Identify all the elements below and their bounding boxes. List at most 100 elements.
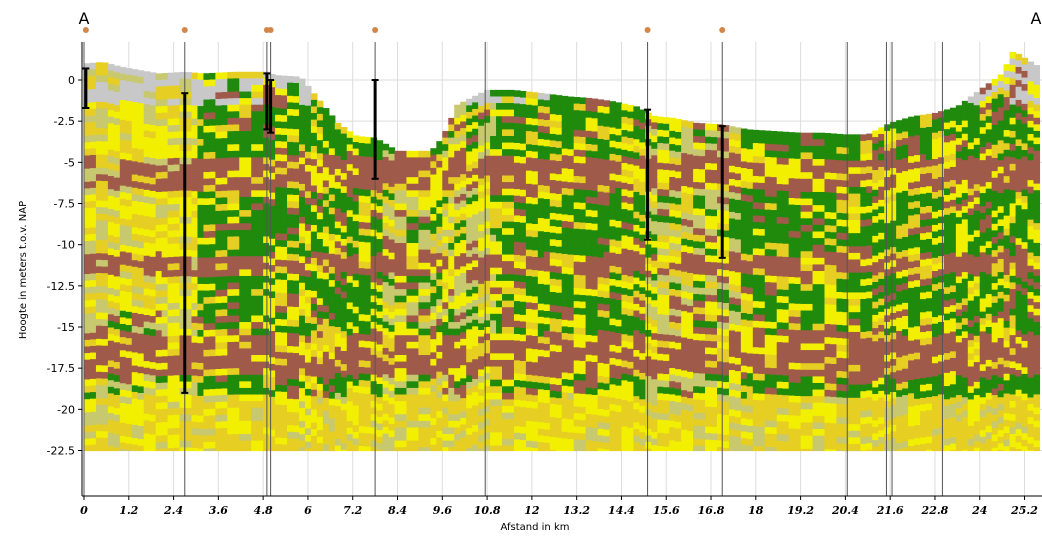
lithology-cell (627, 230, 634, 237)
lithology-cell (257, 368, 264, 375)
lithology-cell (598, 192, 605, 199)
lithology-cell (311, 297, 318, 304)
lithology-cell (209, 336, 216, 343)
lithology-cell (604, 351, 611, 358)
lithology-cell (574, 183, 581, 190)
lithology-cell (395, 421, 402, 428)
lithology-cell (448, 342, 455, 349)
lithology-cell (347, 138, 354, 145)
lithology-cell (275, 214, 282, 221)
lithology-cell (359, 209, 366, 216)
lithology-cell (233, 283, 240, 290)
lithology-cell (544, 107, 551, 114)
lithology-cell (203, 343, 210, 350)
lithology-cell (454, 309, 461, 316)
lithology-cell (526, 92, 533, 99)
lithology-cell (442, 236, 449, 243)
lithology-cell (227, 362, 234, 369)
lithology-cell (239, 381, 246, 388)
lithology-cell (526, 118, 533, 125)
lithology-cell (478, 383, 485, 390)
lithology-cell (621, 295, 628, 302)
lithology-cell (221, 92, 228, 99)
lithology-cell (174, 151, 181, 158)
lithology-cell (568, 241, 575, 248)
lithology-cell (454, 144, 461, 151)
lithology-cell (580, 163, 587, 170)
lithology-cell (90, 372, 97, 379)
lithology-cell (365, 150, 372, 157)
lithology-cell (359, 136, 366, 143)
lithology-cell (221, 138, 228, 145)
lithology-cell (520, 130, 527, 137)
lithology-cell (436, 405, 443, 412)
lithology-cell (305, 323, 312, 330)
lithology-cell (424, 184, 431, 191)
lithology-cell (610, 404, 617, 411)
lithology-cell (592, 263, 599, 270)
lithology-cell (227, 171, 234, 178)
lithology-cell (371, 322, 378, 329)
lithology-cell (406, 401, 413, 408)
lithology-cell (233, 243, 240, 250)
lithology-cell (132, 234, 139, 241)
lithology-cell (400, 401, 407, 408)
lithology-cell (251, 342, 258, 349)
lithology-cell (257, 204, 264, 211)
lithology-cell (514, 288, 521, 295)
lithology-cell (353, 320, 360, 327)
lithology-cell (227, 276, 234, 283)
lithology-cell (466, 184, 473, 191)
lithology-cell (400, 164, 407, 171)
lithology-cell (448, 315, 455, 322)
lithology-cell (233, 342, 240, 349)
lithology-cell (550, 167, 557, 174)
lithology-cell (377, 252, 384, 259)
lithology-cell (108, 360, 115, 367)
lithology-cell (191, 435, 198, 442)
lithology-cell (144, 414, 151, 421)
lithology-cell (191, 330, 198, 337)
lithology-cell (293, 432, 300, 439)
lithology-cell (412, 434, 419, 441)
lithology-cell (347, 342, 354, 349)
lithology-cell (592, 309, 599, 316)
lithology-cell (186, 112, 193, 119)
lithology-cell (114, 230, 121, 237)
lithology-cell (174, 290, 181, 297)
lithology-cell (257, 256, 264, 263)
lithology-cell (568, 202, 575, 209)
lithology-cell (395, 184, 402, 191)
lithology-cell (574, 347, 581, 354)
lithology-cell (592, 402, 599, 409)
lithology-cell (550, 187, 557, 194)
lithology-cell (604, 166, 611, 173)
lithology-cell (574, 216, 581, 223)
lithology-cell (96, 102, 103, 109)
lithology-cell (138, 123, 145, 130)
lithology-cell (550, 154, 557, 161)
lithology-cell (544, 397, 551, 404)
lithology-cell (245, 250, 252, 257)
lithology-cell (365, 440, 372, 447)
lithology-cell (215, 132, 222, 139)
lithology-cell (174, 388, 181, 395)
lithology-cell (209, 363, 216, 370)
lithology-cell (281, 188, 288, 195)
lithology-cell (168, 323, 175, 330)
lithology-cell (174, 369, 181, 376)
lithology-cell (598, 119, 605, 126)
lithology-cell (209, 350, 216, 357)
lithology-cell (454, 296, 461, 303)
lithology-cell (84, 353, 91, 360)
lithology-cell (508, 301, 515, 308)
lithology-cell (610, 358, 617, 365)
lithology-cell (251, 335, 258, 342)
lithology-cell (526, 276, 533, 283)
lithology-cell (102, 379, 109, 386)
lithology-cell (114, 270, 121, 277)
lithology-cell (544, 318, 551, 325)
lithology-cell (371, 289, 378, 296)
lithology-cell (126, 332, 133, 339)
lithology-cell (406, 421, 413, 428)
